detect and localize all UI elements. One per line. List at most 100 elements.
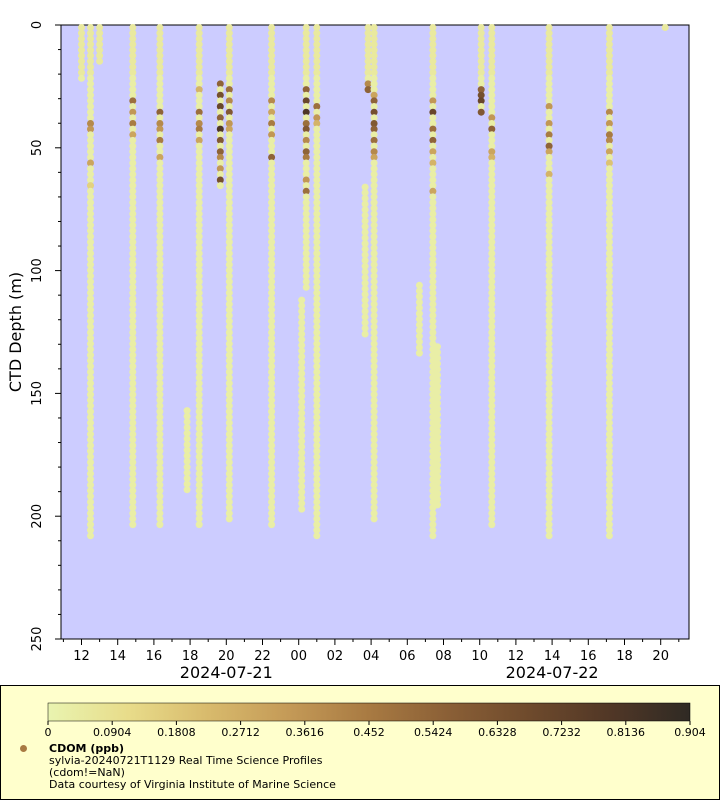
data-point [129,187,137,195]
data-point [87,261,94,269]
data-point [429,521,437,529]
data-point [225,504,233,512]
data-point [361,217,369,225]
data-point [488,481,496,489]
data-point [415,338,423,346]
data-point [313,300,321,308]
data-point [605,458,613,466]
data-point [313,238,321,246]
data-point [156,385,164,393]
data-point [605,125,613,133]
data-point [298,454,306,462]
data-point [429,199,437,207]
data-point [370,323,378,331]
data-point [313,464,321,472]
data-point [268,193,276,201]
data-point [87,470,94,478]
x-tick-label: 22 [254,649,271,664]
data-point [364,46,372,54]
data-point [477,80,485,88]
data-point [302,233,310,240]
data-point [313,216,321,223]
data-points [78,24,669,540]
data-point [313,193,321,201]
data-point [429,272,437,280]
data-point [302,272,310,280]
data-point [298,494,306,502]
data-point [302,278,310,286]
data-point [370,442,378,449]
data-point [488,35,496,43]
data-point [605,362,613,370]
data-point [298,381,306,389]
data-point [78,40,85,48]
data-point [302,176,310,184]
data-point [225,125,233,133]
data-point [477,40,485,48]
data-point [313,492,321,500]
data-point [268,357,276,365]
data-point [298,437,306,445]
data-point [195,136,203,144]
data-point [302,170,310,178]
data-point [195,430,203,438]
data-point [156,97,164,105]
data-point [477,24,485,31]
data-point [216,136,224,144]
data-point [87,170,94,178]
data-point [225,238,233,246]
data-point [370,261,378,269]
data-point [370,244,378,252]
data-point [87,199,94,207]
data-point [370,255,378,263]
data-point [302,125,310,133]
data-point [195,323,203,331]
data-point [302,69,310,77]
data-point [268,515,276,523]
y-axis: 0 50 100 150 200 250 [30,21,61,651]
data-point [195,408,203,416]
data-point [429,159,437,167]
data-point [429,498,437,506]
data-point [183,412,191,420]
data-point [195,159,203,167]
data-point [605,63,613,71]
data-point [429,227,437,235]
data-point [488,63,496,71]
data-point [302,131,310,139]
data-point [605,35,613,43]
data-point [364,29,372,37]
data-point [477,35,485,43]
data-point [156,266,164,274]
data-point [156,509,164,517]
data-point [87,340,94,348]
data-point [225,357,233,365]
data-point [225,80,233,88]
data-point [313,272,321,280]
data-point [313,114,321,122]
data-point [268,91,276,99]
data-point [313,97,321,105]
data-point [156,351,164,359]
data-point [195,447,203,455]
data-point [195,419,203,427]
data-point [605,238,613,246]
x-tick-label: 18 [616,649,633,664]
data-point [429,142,437,150]
data-point [488,187,496,195]
data-point [129,52,137,60]
data-point [156,396,164,404]
data-point [87,103,94,110]
data-point [545,244,553,252]
data-point [129,131,137,139]
data-point [370,458,378,466]
data-point [313,475,321,483]
data-point [545,475,553,483]
data-point [488,216,496,223]
data-point [225,272,233,280]
data-point [429,283,437,291]
data-point [545,509,553,517]
data-point [156,362,164,370]
data-point [545,216,553,223]
data-point [268,210,276,218]
